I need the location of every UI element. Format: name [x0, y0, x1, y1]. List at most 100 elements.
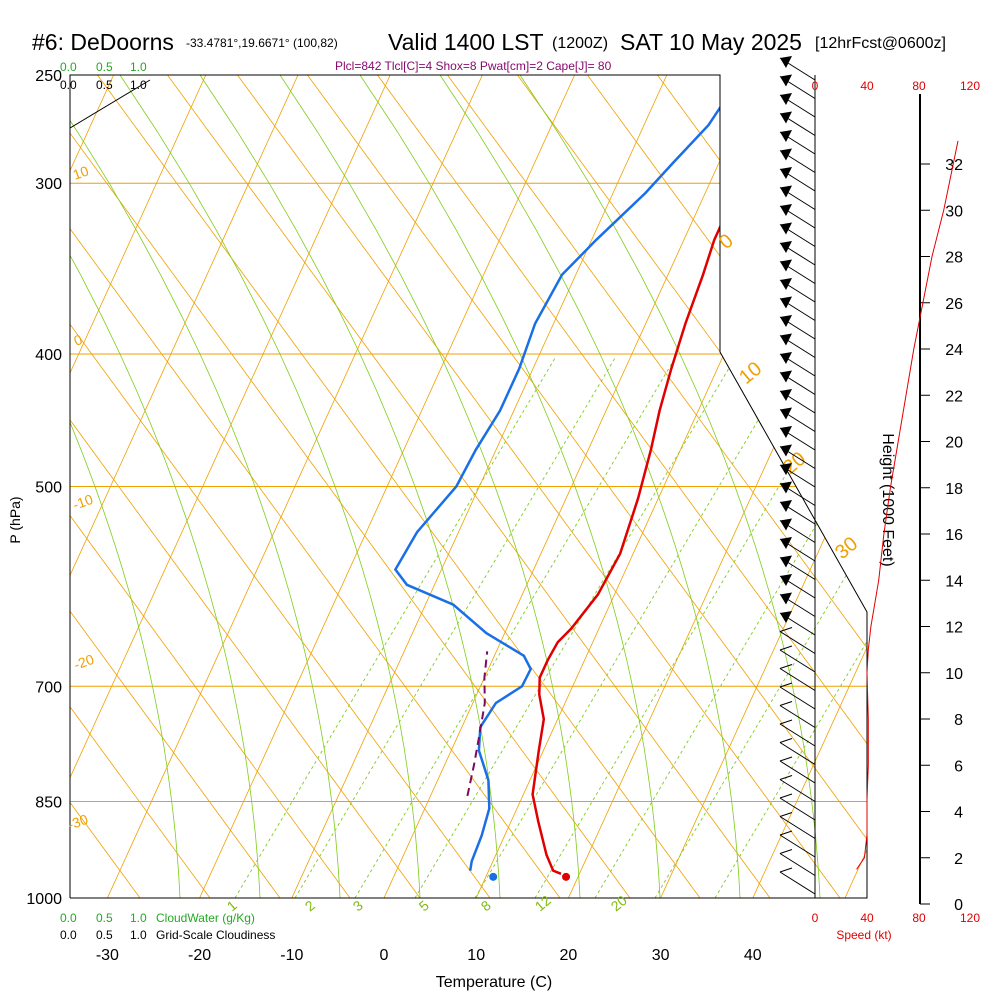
- moist-adiabat-line: [439, 75, 741, 898]
- moist-adiabat-line: [279, 75, 581, 898]
- wind-barb-flag: [780, 74, 792, 87]
- wind-barb-feather: [779, 849, 793, 854]
- dry-adiabat-line: [159, 75, 867, 898]
- speed-bottom-tick: 80: [912, 911, 926, 925]
- wind-barb-flag: [780, 56, 792, 68]
- wind-barb-flag: [780, 537, 792, 549]
- height-tick-label: 12: [945, 620, 963, 637]
- moist-adiabat-line: [70, 75, 181, 898]
- dry-adiabat-line: [70, 75, 281, 898]
- parcel-curve: [466, 651, 489, 797]
- speed-bottom-tick: 0: [812, 911, 819, 925]
- temperature-tick-label: -30: [96, 947, 119, 964]
- wind-speed-profile: [856, 140, 959, 870]
- moist-adiabat-line: [70, 75, 261, 898]
- wind-barb-feather: [779, 645, 793, 651]
- zulu-time: (1200Z): [552, 35, 608, 52]
- height-axis-title: Height (1000 Feet): [879, 433, 896, 566]
- dry-adiabat-line: [229, 75, 867, 898]
- dry-adiabat-line: [70, 75, 351, 898]
- moist-adiabat-line: [70, 75, 341, 898]
- height-tick-label: 4: [954, 805, 963, 822]
- forecast-run: [12hrFcst@0600z]: [815, 35, 946, 52]
- speed-top-tick: 0: [812, 79, 819, 93]
- cloud-inner-tick: 0.0: [60, 78, 77, 92]
- height-tick-label: 16: [945, 527, 963, 544]
- height-tick-label: 6: [954, 758, 963, 775]
- moist-adiabat-line: [359, 75, 661, 898]
- wind-barb-flag: [780, 278, 792, 290]
- wind-barb-flag: [780, 370, 792, 383]
- temperature-tick-label: -20: [188, 947, 211, 964]
- cloudiness-tick: 0.5: [96, 928, 113, 942]
- wind-barb-staff: [779, 816, 816, 839]
- wind-barb-flag: [780, 315, 792, 327]
- wind-barb-staff: [779, 668, 816, 691]
- height-tick-label: 10: [945, 666, 963, 683]
- forecast-date: SAT 10 May 2025: [620, 29, 802, 55]
- wind-barb-flag: [780, 592, 792, 605]
- pressure-tick-label: 250: [35, 68, 62, 85]
- wind-barbs: [779, 56, 816, 895]
- cloud-top-tick: 0.5: [96, 60, 113, 74]
- mixing-ratio-line: [234, 357, 556, 898]
- mixing-ratio-line: [714, 357, 867, 898]
- height-tick-label: 18: [945, 481, 963, 498]
- wind-barb-feather: [779, 830, 793, 836]
- wind-barb-flag: [780, 389, 792, 401]
- height-tick-label: 22: [945, 388, 963, 405]
- pressure-tick-label: 400: [35, 347, 62, 364]
- wind-barb-staff: [779, 742, 816, 765]
- wind-barb-flag: [780, 222, 792, 235]
- height-tick-label: 8: [954, 712, 963, 729]
- height-tick-label: 28: [945, 250, 963, 267]
- speed-top-tick: 40: [860, 79, 874, 93]
- wind-barb-flag: [780, 555, 792, 568]
- cloud-bottom-tick: 0.5: [96, 911, 113, 925]
- speed-top-tick: 120: [960, 79, 980, 93]
- wind-barb-staff: [779, 779, 816, 802]
- isotherm-label: -20: [72, 651, 97, 673]
- dry-adiabat-line: [70, 75, 211, 898]
- pressure-tick-label: 850: [35, 795, 62, 812]
- wind-barb-staff: [779, 686, 816, 710]
- cloud-fraction-line: [69, 79, 151, 129]
- temperature-tick-label: 0: [380, 947, 389, 964]
- temperature-axis-title: Temperature (C): [436, 974, 552, 991]
- moist-adiabat-line: [199, 75, 501, 898]
- wind-barb-flag: [780, 185, 792, 198]
- cloud-top-tick: 1.0: [130, 60, 147, 74]
- station-coords: -33.4781°,19.6671° (100,82): [186, 36, 338, 50]
- height-tick-label: 2: [954, 851, 963, 868]
- mixing-ratio-line: [354, 357, 676, 898]
- speed-top-tick: 80: [912, 79, 926, 93]
- mixing-ratio-line: [414, 357, 736, 898]
- wind-barb-flag: [780, 463, 792, 475]
- height-tick-label: 26: [945, 296, 963, 313]
- cloud-bottom-tick: 0.0: [60, 911, 77, 925]
- isotherm-label: 10: [71, 162, 91, 182]
- wind-barb-feather: [779, 756, 793, 762]
- wind-barb-flag: [780, 167, 792, 179]
- wind-barb-flag: [780, 204, 792, 216]
- wind-barb-flag: [780, 241, 792, 253]
- cloud-inner-tick: 0.5: [96, 78, 113, 92]
- temperature-surface-marker: [562, 872, 571, 881]
- wind-barb-flag: [780, 130, 792, 142]
- mixing-ratio-line: [294, 357, 616, 898]
- wind-barb-feather: [779, 775, 793, 780]
- wind-barb-feather: [779, 867, 793, 873]
- dry-adiabat-line: [70, 75, 631, 898]
- dewpoint-curve: [393, 93, 731, 871]
- wind-barb-staff: [779, 649, 816, 673]
- dry-adiabat-line: [70, 75, 421, 898]
- wind-barb-feather: [779, 627, 793, 632]
- cloud-water-label: CloudWater (g/Kg): [156, 911, 255, 925]
- cloudiness-tick: 1.0: [130, 928, 147, 942]
- wind-barb-flag: [780, 407, 792, 420]
- height-tick-label: 14: [945, 573, 963, 590]
- pressure-tick-label: 300: [35, 176, 62, 193]
